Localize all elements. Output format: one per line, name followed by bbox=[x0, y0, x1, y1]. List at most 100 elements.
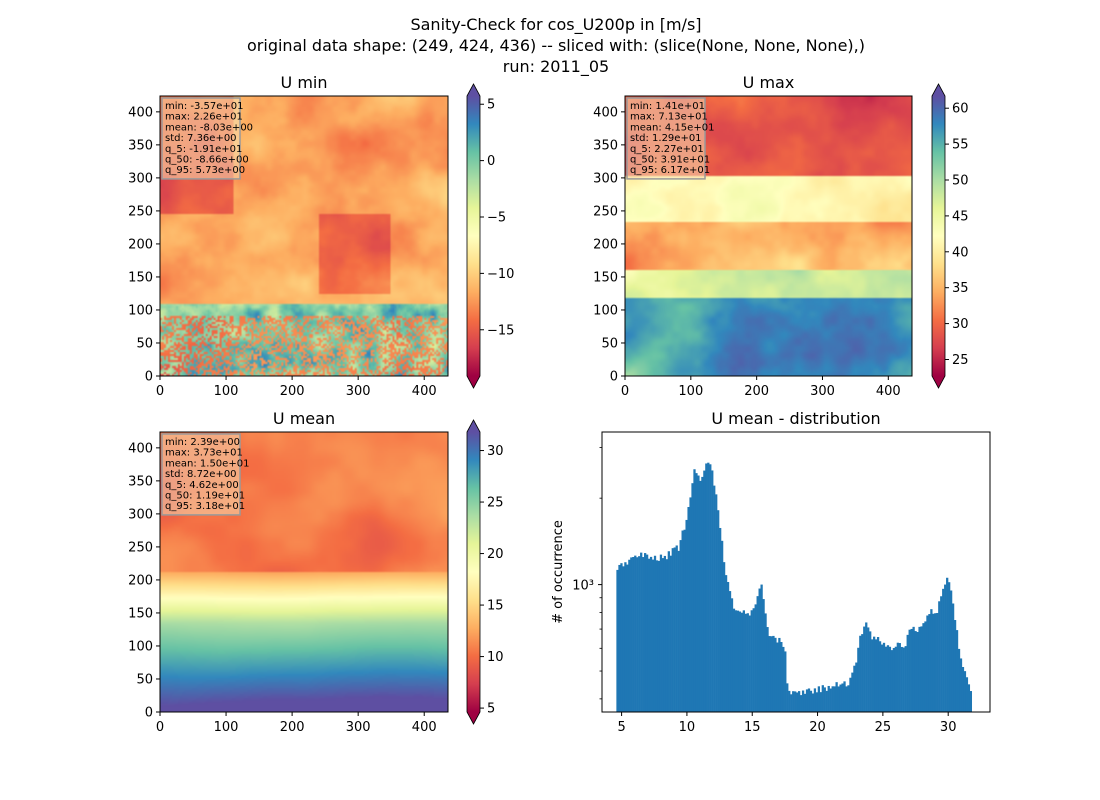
colorbar-tick-label: 45 bbox=[952, 209, 969, 224]
histogram-bar bbox=[713, 485, 716, 712]
histogram-bar bbox=[924, 621, 927, 712]
histogram-bar bbox=[780, 642, 783, 712]
histogram-bar bbox=[624, 562, 627, 712]
stats-line: q_95: 6.17e+01 bbox=[630, 165, 710, 176]
histogram-bar bbox=[829, 688, 832, 712]
histogram-bar bbox=[717, 510, 720, 712]
histogram-bar bbox=[736, 610, 740, 712]
y-tick-label: 250 bbox=[128, 204, 153, 219]
histogram-bar bbox=[797, 691, 801, 712]
histogram-bar bbox=[882, 642, 886, 712]
x-tick-label: 300 bbox=[810, 384, 835, 399]
histogram-bar bbox=[794, 691, 797, 712]
histogram-bar bbox=[819, 692, 822, 712]
histogram-bar bbox=[957, 648, 961, 712]
histogram-bar bbox=[786, 683, 789, 712]
histogram-bar bbox=[699, 480, 702, 712]
panel-title: U mean - distribution bbox=[711, 409, 880, 428]
histogram-bar bbox=[949, 590, 953, 712]
histogram-bar bbox=[628, 559, 631, 712]
colorbar-extend-max bbox=[467, 84, 480, 96]
plot-frame bbox=[159, 431, 449, 713]
histogram-bar bbox=[906, 634, 909, 712]
stats-line: min: 1.41e+01 bbox=[630, 101, 705, 112]
histogram-bar bbox=[634, 555, 637, 712]
stats-line: q_50: 3.91e+01 bbox=[630, 155, 710, 166]
stats-line: q_50: -8.66e+00 bbox=[165, 155, 249, 166]
x-tick-label: 0 bbox=[156, 384, 164, 399]
histogram-bar bbox=[803, 693, 807, 712]
histogram-bar bbox=[884, 646, 888, 712]
colorbar-extend-min bbox=[467, 712, 480, 724]
histogram-bar bbox=[969, 691, 973, 712]
histogram-bar bbox=[959, 658, 963, 712]
histogram-bar bbox=[807, 688, 811, 712]
histogram-bar bbox=[963, 671, 967, 712]
colorbar-tick-label: 55 bbox=[952, 138, 969, 153]
colorbar-tick-label: 5 bbox=[487, 702, 495, 717]
histogram-bar bbox=[760, 584, 763, 712]
histogram-bar bbox=[874, 639, 878, 712]
histogram-bar bbox=[626, 564, 629, 712]
x-tick-label: 100 bbox=[214, 384, 239, 399]
y-tick-label: 50 bbox=[136, 672, 153, 687]
histogram-bar bbox=[892, 647, 896, 712]
histogram-bar bbox=[636, 557, 639, 712]
stats-line: q_95: 3.18e+01 bbox=[165, 501, 245, 512]
histogram-bar bbox=[961, 667, 965, 712]
plot-frame bbox=[159, 95, 449, 377]
histogram-bar bbox=[722, 562, 726, 712]
histogram-bar bbox=[799, 695, 803, 712]
histogram-bar bbox=[871, 639, 874, 712]
histogram-bar bbox=[715, 494, 718, 712]
histogram-bar bbox=[811, 693, 815, 712]
histogram-bar bbox=[746, 613, 749, 712]
histogram-bar bbox=[734, 610, 738, 712]
y-tick-label: 0 bbox=[145, 706, 153, 721]
x-tick-label: 200 bbox=[744, 384, 769, 399]
histogram-bar bbox=[845, 686, 848, 712]
histogram-bar bbox=[740, 612, 744, 712]
histogram-bar bbox=[825, 690, 828, 712]
stats-box bbox=[161, 433, 241, 516]
histogram-bar bbox=[638, 556, 641, 712]
colorbar bbox=[467, 96, 480, 376]
y-tick-label: 150 bbox=[128, 606, 153, 621]
colorbar-tick-label: 0 bbox=[487, 154, 495, 169]
histogram-bar bbox=[782, 646, 785, 712]
stats-line: max: 2.26e+01 bbox=[165, 112, 243, 123]
histogram-bar bbox=[831, 686, 834, 712]
histogram-bar bbox=[748, 615, 751, 712]
histogram-bar bbox=[894, 646, 897, 712]
histogram-bar bbox=[912, 626, 915, 712]
histogram-bar bbox=[772, 635, 775, 712]
figure-title-line-3: run: 2011_05 bbox=[503, 57, 609, 77]
y-tick-label: 400 bbox=[128, 105, 153, 120]
panel-u-mean-distribution: U mean - distribution 5 10 15 20 25 30 10³ # of … bbox=[551, 409, 991, 735]
histogram-bar bbox=[649, 556, 653, 712]
histogram-bar bbox=[900, 646, 903, 712]
panel-u-max: U max 0 100 200 300 400 0 50 100 150 200 250 300 350 4… bbox=[593, 73, 968, 399]
histogram-bar bbox=[869, 631, 872, 712]
x-tick-label: 400 bbox=[412, 384, 437, 399]
histogram-bar bbox=[685, 519, 688, 712]
panel-title: U max bbox=[743, 73, 795, 92]
histogram-bar bbox=[916, 632, 919, 712]
histogram-bar bbox=[691, 483, 694, 712]
colorbar-tick-label: 15 bbox=[487, 599, 504, 614]
histogram-bar bbox=[928, 614, 931, 712]
colorbar-tick-label: −10 bbox=[487, 267, 514, 282]
histogram-bar bbox=[880, 644, 884, 712]
histogram-bar bbox=[859, 635, 862, 712]
histogram-bar bbox=[932, 613, 935, 712]
histogram-bar bbox=[644, 553, 647, 712]
histogram-bar bbox=[647, 558, 651, 712]
histogram-bar bbox=[784, 651, 787, 712]
stats-line: q_50: 1.19e+01 bbox=[165, 491, 245, 502]
histogram-bar bbox=[940, 596, 943, 712]
histogram-bar bbox=[930, 609, 933, 712]
histogram-bar bbox=[744, 613, 747, 712]
histogram-bar bbox=[861, 634, 864, 712]
